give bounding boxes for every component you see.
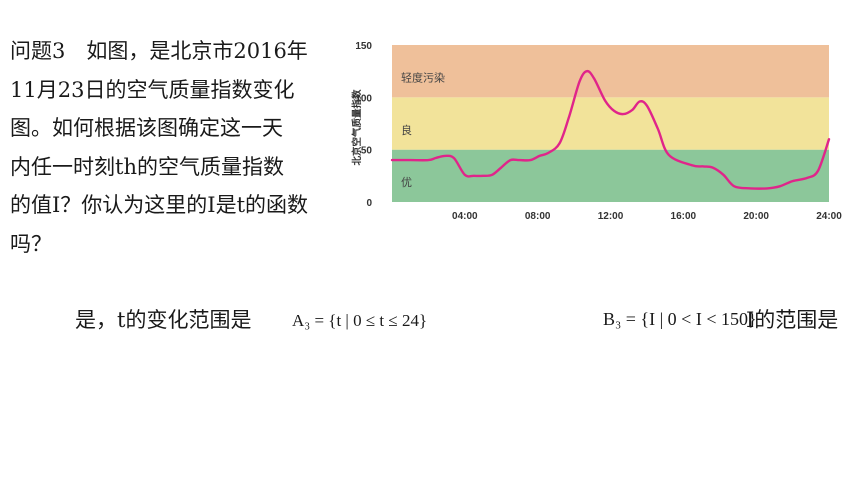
- band-label: 优: [401, 176, 412, 189]
- question-line: 吗？: [10, 231, 52, 256]
- question-text: 问题3 如图，是北京市2016年 11月23日的空气质量指数变化 图。如何根据该…: [10, 32, 378, 263]
- range-label: I的范围是: [746, 308, 839, 332]
- x-tick-label: 16:00: [671, 211, 697, 222]
- y-tick-label: 100: [355, 93, 372, 104]
- y-tick-label: 50: [361, 146, 373, 157]
- band-label: 良: [401, 123, 412, 137]
- question-line: 图。如何根据该图确定这一天: [10, 116, 283, 140]
- question-line: 内任一时刻th的空气质量指数: [10, 154, 284, 179]
- aqi-series-line: [390, 69, 831, 190]
- x-tick-label: 12:00: [598, 211, 624, 222]
- x-tick-label: 20:00: [743, 211, 769, 222]
- x-tick-label: 08:00: [525, 211, 551, 222]
- aqi-chart: 优 良 轻度污染 0 50 100 150 04:00 08:00 12:00 16:00 20:00…: [351, 41, 842, 222]
- range-set: B₃ = {I | 0 < I < 150}: [603, 309, 757, 329]
- question-line: 11月23日的空气质量指数变化: [10, 77, 295, 102]
- y-tick-label: 0: [366, 198, 372, 209]
- x-tick-label: 24:00: [816, 211, 842, 222]
- x-tick-label: 04:00: [452, 211, 478, 222]
- y-tick-label: 150: [355, 41, 372, 52]
- band-label: 轻度污染: [401, 70, 445, 84]
- aqi-band: [392, 149, 829, 202]
- domain-set: A₃ = {t | 0 ≤ t ≤ 24}: [292, 311, 428, 330]
- question-line: 问题3 如图，是北京市2016年: [10, 39, 308, 63]
- aqi-band: [392, 45, 829, 98]
- aqi-band: [392, 97, 829, 150]
- question-line: 的值I？你认为这里的I是t的函数: [10, 193, 309, 217]
- y-axis-title: 北京空气质量指数: [351, 89, 363, 166]
- answer-text: 是，t的变化范围是: [75, 308, 252, 332]
